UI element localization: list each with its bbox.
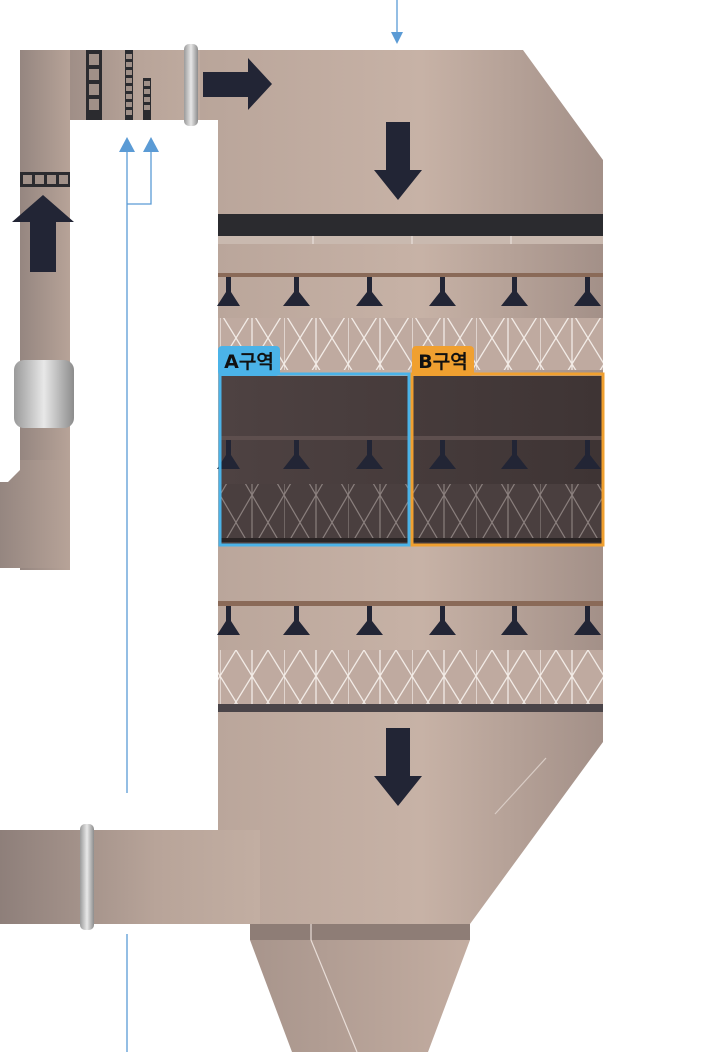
nozzle-icon <box>356 440 383 469</box>
packing-upper <box>218 318 603 370</box>
down-arrow-icon <box>374 728 422 806</box>
up-arrow-icon <box>12 195 74 272</box>
nozzle-icon <box>429 606 456 635</box>
highlight-line <box>494 757 547 815</box>
right-arrow-icon <box>203 58 272 110</box>
nozzle-icon <box>283 440 310 469</box>
nozzle-icon <box>501 606 528 635</box>
outlet-coupling <box>80 824 94 930</box>
zone-a-badge <box>218 346 280 376</box>
packing-lower <box>218 650 603 712</box>
nozzle-icon <box>501 277 528 306</box>
zone-b-badge <box>412 346 474 376</box>
zone-a-label: A구역 <box>224 351 274 373</box>
up-arrow-icon <box>119 137 135 152</box>
nozzle-icon <box>217 606 240 635</box>
zone-a[interactable]: A구역 <box>218 346 411 547</box>
zone-b[interactable]: B구역 <box>410 346 605 547</box>
duct-grid-horizontal <box>86 50 151 120</box>
nozzle-row-middle <box>217 440 601 469</box>
perforated-plate <box>218 214 603 244</box>
nozzle-icon <box>283 606 310 635</box>
nozzle-icon <box>356 606 383 635</box>
nozzle-row-upper <box>217 277 601 306</box>
duct-coupling-top <box>184 44 198 126</box>
feed-lines <box>119 0 403 1052</box>
nozzle-icon <box>501 440 528 469</box>
nozzle-icon <box>574 606 601 635</box>
duct-coupling-left <box>14 360 74 428</box>
nozzle-icon <box>217 440 240 469</box>
main-vessel: A구역 B구역 <box>200 50 605 924</box>
nozzle-icon <box>217 277 240 306</box>
zone-b-label: B구역 <box>418 351 467 373</box>
nozzle-icon <box>574 277 601 306</box>
inlet-duct <box>0 44 220 570</box>
down-arrow-icon <box>374 122 422 200</box>
nozzle-icon <box>356 277 383 306</box>
nozzle-row-lower <box>217 606 601 635</box>
outlet-duct <box>0 824 260 930</box>
spray-header-upper <box>218 273 603 277</box>
duct-grid-vertical <box>20 172 70 187</box>
nozzle-icon <box>429 277 456 306</box>
up-arrow-icon <box>143 137 159 152</box>
spray-header-lower <box>218 601 603 606</box>
nozzle-icon <box>574 440 601 469</box>
zone-a-frame <box>218 372 411 547</box>
nozzle-icon <box>283 277 310 306</box>
zone-b-frame <box>410 372 605 547</box>
down-arrow-icon <box>391 32 403 44</box>
hopper <box>250 924 470 1052</box>
nozzle-icon <box>429 440 456 469</box>
